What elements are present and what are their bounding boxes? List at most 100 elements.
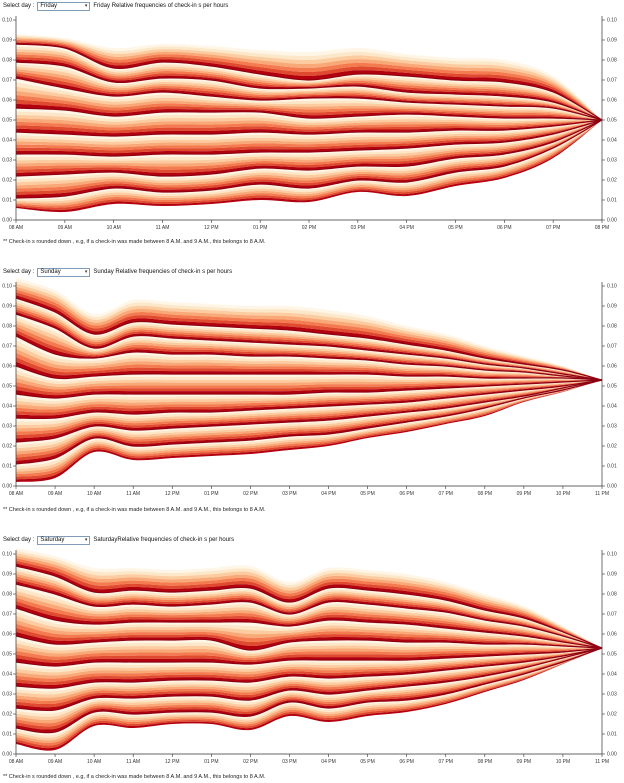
stream-layer: [16, 380, 602, 416]
y-tick-label: 0.10: [2, 18, 12, 24]
control-row: Select day : Saturday ▾ SaturdayRelative…: [3, 535, 234, 545]
stream-ridge-line: [15, 119, 603, 199]
x-tick-label: 03 PM: [282, 491, 296, 497]
x-tick-label: 01 PM: [204, 491, 218, 497]
stream-layer: [16, 326, 602, 380]
y-tick-label: 0.10: [2, 284, 12, 290]
stream-ridge-line: [15, 607, 603, 649]
stream-layer: [16, 120, 602, 131]
y-tick-label-right: 0.02: [607, 444, 617, 450]
y-tick-label: 0.05: [2, 118, 12, 124]
y-tick-label: 0.04: [2, 672, 12, 678]
x-tick-label: 06 PM: [497, 225, 511, 231]
panel-saturday: Select day : Saturday ▾ SaturdayRelative…: [0, 534, 624, 783]
stream-ridge-line: [15, 43, 603, 121]
y-tick-label: 0.07: [2, 344, 12, 350]
stream-layer: [16, 120, 602, 156]
day-select[interactable]: Saturday ▾: [37, 535, 91, 545]
stream-layer: [16, 380, 602, 407]
stream-layer: [16, 283, 602, 380]
stream-layer: [16, 366, 602, 382]
x-tick-label: 05 PM: [360, 759, 374, 765]
x-tick-label: 08 PM: [478, 759, 492, 765]
stream-bands: [16, 548, 602, 751]
y-tick-label: 0.02: [2, 712, 12, 718]
stream-ridges: [15, 297, 603, 465]
x-tick-label: 11 PM: [595, 491, 609, 497]
stream-layer: [16, 648, 602, 679]
y-tick-label: 0.09: [2, 572, 12, 578]
chart-caption: Friday Relative frequencies of check-in …: [93, 3, 229, 9]
footnote: ** Check-in s rounded down , e.g, if a c…: [3, 507, 266, 513]
x-tick-label: 10 PM: [556, 759, 570, 765]
stream-layer: [16, 648, 602, 711]
x-tick-label: 10 PM: [556, 491, 570, 497]
control-row: Select day : Sunday ▾ Sunday Relative fr…: [3, 267, 232, 277]
stream-layer: [16, 648, 602, 746]
y-tick-label-right: 0.04: [607, 672, 617, 678]
y-tick-label: 0.02: [2, 444, 12, 450]
stream-layer: [16, 46, 602, 120]
y-tick-label-right: 0.01: [607, 732, 617, 738]
stream-layer: [16, 361, 602, 380]
y-tick-label-right: 0.08: [607, 58, 617, 64]
y-tick-label: 0.06: [2, 632, 12, 638]
stream-layer: [16, 648, 602, 749]
day-select[interactable]: Friday ▾: [37, 1, 91, 11]
y-tick-label: 0.00: [2, 218, 12, 224]
stream-layer: [16, 99, 602, 120]
day-select-value: Sunday: [40, 269, 61, 275]
stream-layer: [16, 370, 602, 384]
panel-sunday: Select day : Sunday ▾ Sunday Relative fr…: [0, 267, 624, 522]
stream-layer: [16, 120, 602, 151]
y-tick-label: 0.00: [2, 484, 12, 490]
stream-ridges: [15, 43, 603, 199]
stream-layer: [16, 357, 602, 380]
stream-layer: [16, 553, 602, 648]
y-tick-label: 0.01: [2, 732, 12, 738]
x-tick-label: 08 AM: [9, 225, 23, 231]
stream-ridge-line: [15, 379, 603, 465]
select-day-label: Select day :: [3, 269, 35, 275]
stream-layer: [16, 323, 602, 380]
x-tick-label: 12 PM: [165, 491, 179, 497]
y-tick-label-right: 0.03: [607, 424, 617, 430]
day-select-value: Saturday: [40, 537, 65, 543]
stream-layer: [16, 329, 602, 380]
stream-ridge-line: [15, 107, 603, 121]
y-tick-label-right: 0.05: [607, 118, 617, 124]
stream-layer: [16, 380, 602, 442]
footnote: ** Check-in s rounded down , e.g, if a c…: [3, 774, 266, 780]
stream-layer: [16, 648, 602, 717]
y-tick-label-right: 0.00: [607, 218, 617, 224]
stream-layer: [16, 648, 602, 724]
x-tick-label: 09 AM: [58, 225, 72, 231]
y-tick-label: 0.04: [2, 404, 12, 410]
stream-layer: [16, 108, 602, 121]
select-day-label: Select day :: [3, 537, 35, 543]
day-select[interactable]: Sunday ▾: [37, 267, 91, 277]
x-tick-label: 02 PM: [302, 225, 316, 231]
stream-layer: [16, 120, 602, 145]
footnote: ** Check-in s rounded down , e.g, if a c…: [3, 239, 266, 245]
stream-layer: [16, 374, 602, 387]
day-select-value: Friday: [40, 3, 58, 9]
x-tick-label: 09 PM: [517, 491, 531, 497]
x-tick-label: 11 AM: [126, 759, 140, 765]
x-tick-label: 09 AM: [48, 491, 62, 497]
stream-layer: [16, 344, 602, 380]
stream-layer: [16, 380, 602, 452]
y-tick-label-right: 0.08: [607, 592, 617, 598]
stream-ridge-line: [15, 635, 603, 651]
x-tick-label: 08 AM: [9, 759, 23, 765]
y-tick-label-right: 0.01: [607, 198, 617, 204]
streamgraph-chart: 0.00 0.00 0.01 0.01 0.02 0.02 0.03 0.03 0.04 0.04…: [2, 548, 617, 765]
stream-layer: [16, 120, 602, 142]
y-tick-label: 0.10: [2, 552, 12, 558]
x-tick-label: 10 AM: [107, 225, 121, 231]
stream-layer: [16, 648, 602, 730]
y-tick-label-right: 0.09: [607, 38, 617, 44]
chart-caption: Sunday Relative frequencies of check-in …: [93, 269, 233, 275]
stream-ridge-line: [15, 565, 603, 649]
panel-friday: Select day : Friday ▾ Friday Relative fr…: [0, 0, 624, 255]
